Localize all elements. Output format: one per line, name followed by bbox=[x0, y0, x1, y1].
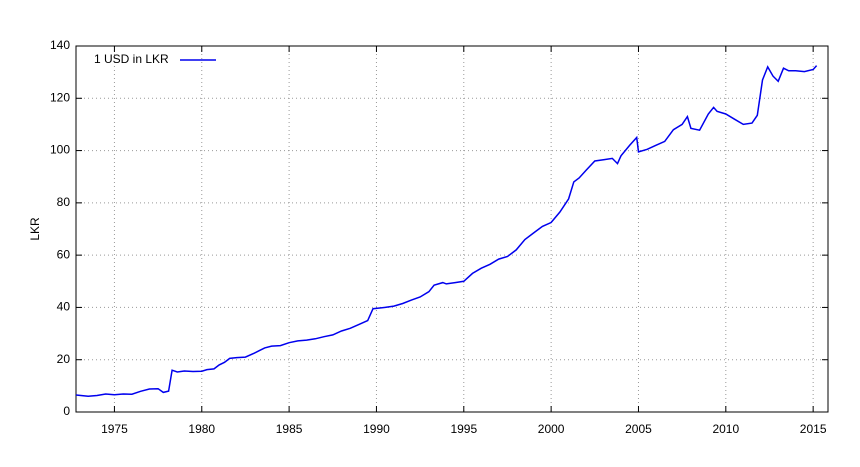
x-tick-label: 1985 bbox=[276, 422, 303, 436]
x-tick-label: 2010 bbox=[712, 422, 739, 436]
y-tick-label: 100 bbox=[50, 143, 70, 157]
x-tick-label: 2000 bbox=[538, 422, 565, 436]
x-tick-label: 2015 bbox=[800, 422, 827, 436]
y-axis-label: LKR bbox=[28, 217, 42, 241]
plot-frame bbox=[75, 45, 829, 413]
y-tick-label: 60 bbox=[57, 247, 71, 261]
x-tick-label: 1990 bbox=[363, 422, 390, 436]
y-tick-label: 140 bbox=[50, 38, 70, 52]
y-tick-label: 80 bbox=[57, 195, 71, 209]
y-tick-label: 120 bbox=[50, 90, 70, 104]
x-tick-label: 1995 bbox=[450, 422, 477, 436]
x-tick-label: 1975 bbox=[101, 422, 128, 436]
x-tick-label: 1980 bbox=[188, 422, 215, 436]
y-tick-label: 20 bbox=[57, 352, 71, 366]
x-tick-label: 2005 bbox=[625, 422, 652, 436]
data-line bbox=[75, 65, 818, 398]
legend-label: 1 USD in LKR bbox=[94, 52, 169, 66]
y-tick-label: 40 bbox=[57, 300, 71, 314]
y-tick-label: 0 bbox=[63, 404, 70, 418]
